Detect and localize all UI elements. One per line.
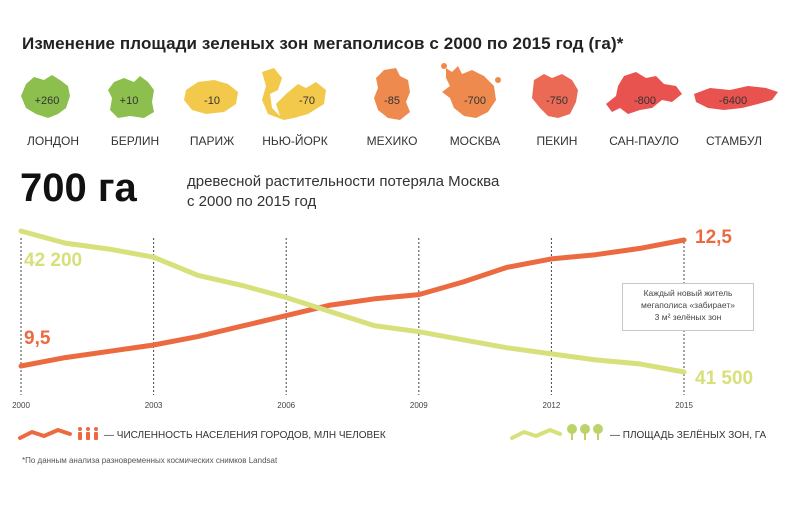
headline-description: древесной растительности потеряла Москва… xyxy=(187,172,587,212)
end-label-green: 41 500 xyxy=(695,368,753,389)
start-label-green: 42 200 xyxy=(24,250,82,271)
city-shape xyxy=(108,76,154,118)
city-shape xyxy=(262,68,326,120)
headline-number: 700 га xyxy=(20,166,137,210)
city-name: МЕХИКО xyxy=(366,134,418,148)
city-name: БЕРЛИН xyxy=(110,134,160,148)
city-map-sao-paulo xyxy=(606,72,682,114)
city-shape xyxy=(184,80,238,114)
headline-desc-line: с 2000 по 2015 год xyxy=(187,193,317,210)
legend-population-label: — ЧИСЛЕННОСТЬ НАСЕЛЕНИЯ ГОРОДОВ, МЛН ЧЕЛ… xyxy=(104,430,386,441)
city-map-paris xyxy=(184,80,238,114)
city-name: НЬЮ-ЙОРК xyxy=(262,134,328,148)
note-line: мегаполиса «забирает» xyxy=(641,300,735,310)
city-name: ЛОНДОН xyxy=(26,134,79,148)
x-tick-label: 2009 xyxy=(410,401,428,410)
note-line: Каждый новый житель xyxy=(643,288,733,298)
legend-population-line xyxy=(18,428,72,440)
city-shape xyxy=(694,86,778,110)
note-box: Каждый новый житель мегаполиса «забирает… xyxy=(622,283,754,331)
city-name: ПЕКИН xyxy=(536,134,578,148)
city-value: -10 xyxy=(204,95,220,107)
city-map-berlin xyxy=(108,76,154,118)
legend-green-swatch xyxy=(510,424,603,440)
city-name: САН-ПАУЛО xyxy=(609,134,679,148)
x-tick-label: 2000 xyxy=(12,401,30,410)
city-map-istanbul xyxy=(694,86,778,110)
city-map-london xyxy=(21,75,70,118)
x-tick-label: 2003 xyxy=(145,401,163,410)
city-shape xyxy=(374,68,410,120)
legend-green-line xyxy=(510,428,562,440)
legend-population-swatch xyxy=(18,427,98,440)
city-shape xyxy=(21,75,70,118)
end-label-population: 12,5 xyxy=(695,227,732,248)
city-map-new-york xyxy=(262,68,326,120)
city-name: ПАРИЖ xyxy=(189,134,235,148)
city-map-moscow xyxy=(441,63,501,118)
x-tick-label: 2012 xyxy=(543,401,561,410)
x-tick-label: 2015 xyxy=(675,401,693,410)
city-value: -750 xyxy=(545,95,569,107)
city-name: МОСКВА xyxy=(449,134,501,148)
city-value: -6400 xyxy=(718,95,748,107)
city-shape xyxy=(442,66,496,118)
city-value: +260 xyxy=(34,95,60,107)
x-tick-label: 2006 xyxy=(277,401,295,410)
footnote: *По данным анализа разновременных космич… xyxy=(22,456,278,465)
city-value: -800 xyxy=(633,95,657,107)
city-value: -85 xyxy=(384,95,400,107)
note-line: 3 м² зелёных зон xyxy=(654,312,722,322)
legend-green-label: — ПЛОЩАДЬ ЗЕЛЁНЫХ ЗОН, ГА xyxy=(610,430,767,441)
page-title: Изменение площади зеленых зон мегаполисо… xyxy=(22,34,624,53)
series-line-population xyxy=(18,237,687,369)
city-map-beijing xyxy=(532,74,578,118)
city-name: СТАМБУЛ xyxy=(706,134,762,148)
city-value: -700 xyxy=(463,95,487,107)
city-shape xyxy=(606,72,682,114)
start-label-population: 9,5 xyxy=(24,328,51,349)
city-value: +10 xyxy=(119,95,139,107)
headline-desc-line: древесной растительности потеряла Москва xyxy=(187,173,500,190)
series-line-green xyxy=(18,228,687,375)
city-value: -70 xyxy=(299,95,315,107)
city-shape xyxy=(532,74,578,118)
tree-icon xyxy=(567,424,603,440)
people-icon xyxy=(78,427,98,440)
city-map-mexico xyxy=(374,68,410,120)
